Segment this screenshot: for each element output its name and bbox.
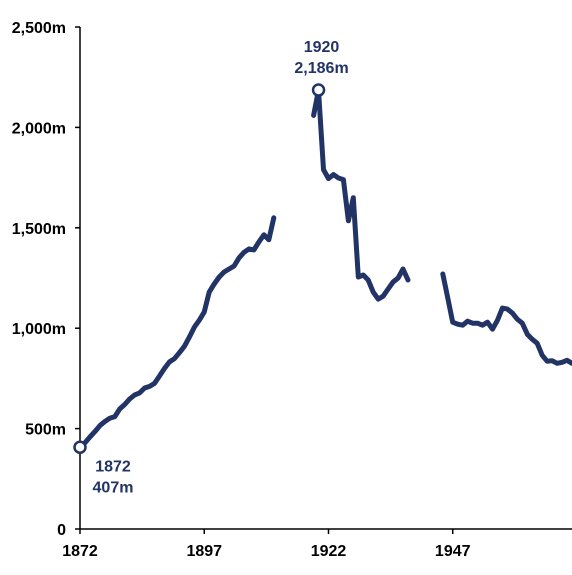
y-tick-label: 2,500m: [12, 20, 66, 37]
x-tick-label: 1947: [435, 543, 471, 560]
y-tick-label: 500m: [25, 422, 66, 439]
x-tick-label: 1872: [62, 543, 98, 560]
annotation-value-label: 2,186m: [294, 60, 348, 77]
annotation-marker-1920: [311, 83, 326, 97]
annotation-year-label: 1920: [304, 39, 340, 56]
y-tick-label: 1,000m: [12, 321, 66, 338]
y-axis: 0 500m 1,000m 1,500m 2,000m 2,500m: [12, 20, 81, 539]
series-line-segment-3: [440, 271, 572, 366]
x-tick-label: 1922: [311, 543, 347, 560]
y-tick-label: 0: [57, 522, 66, 539]
x-tick-label: 1897: [186, 543, 222, 560]
series-line-segment-2: [311, 87, 411, 302]
data-series: [77, 87, 572, 450]
annotation-value-label: 407m: [93, 479, 134, 496]
x-axis: 1872 1897 1922 1947: [62, 528, 572, 560]
series-line-segment-1: [77, 215, 277, 450]
annotation-year-label: 1872: [95, 458, 131, 475]
y-tick-label: 2,000m: [12, 120, 66, 137]
y-tick-label: 1,500m: [12, 221, 66, 238]
annotation-marker-1872: [73, 440, 87, 455]
annotations: 1872 407m 1920 2,186m: [73, 39, 349, 496]
